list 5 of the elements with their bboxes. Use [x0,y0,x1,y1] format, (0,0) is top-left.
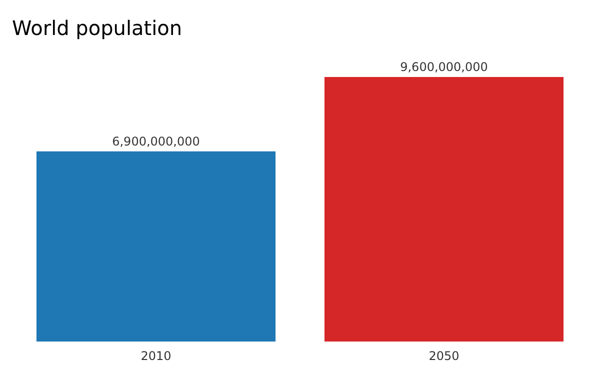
x-tick-label: 2010 [140,348,172,363]
x-tick-label: 2050 [428,348,460,363]
data-label: 9,600,000,000 [400,60,488,74]
data-label: 6,900,000,000 [112,134,200,149]
chart-title: World population [12,16,182,40]
